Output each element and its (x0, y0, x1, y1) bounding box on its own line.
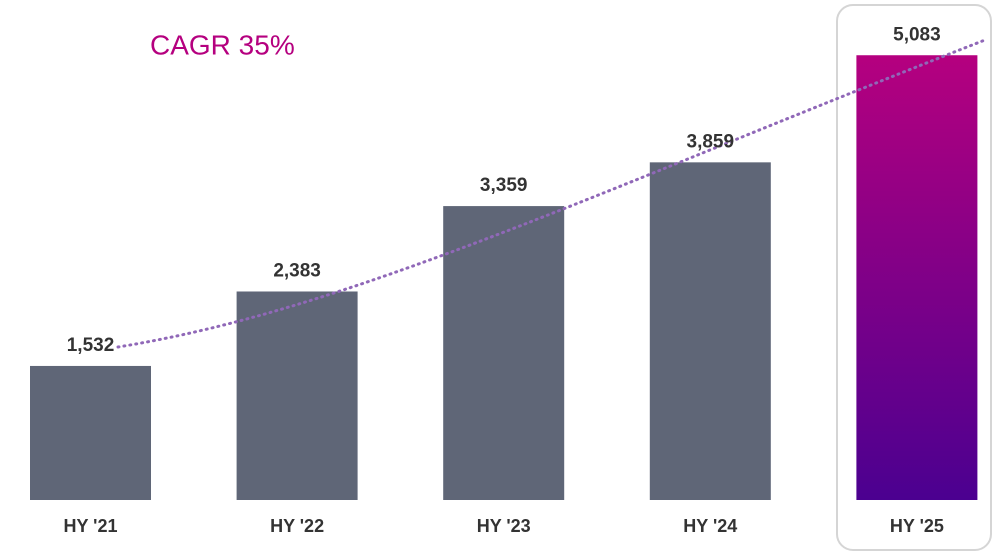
x-tick-label: HY '25 (890, 516, 944, 536)
bar (236, 291, 358, 500)
trend-line (116, 38, 987, 349)
chart-subtitle: CAGR 35% (150, 29, 295, 60)
bars (30, 55, 978, 501)
bar (649, 162, 771, 500)
x-tick-label: HY '21 (64, 516, 118, 536)
bar (856, 55, 978, 501)
x-tick-label: HY '22 (270, 516, 324, 536)
value-label: 5,083 (893, 24, 941, 45)
x-tick-label: HY '24 (683, 516, 737, 536)
value-label: 3,859 (687, 131, 735, 152)
bar (30, 365, 151, 500)
x-tick-label: HY '23 (477, 516, 531, 536)
value-label: 3,359 (480, 175, 528, 196)
value-label: 2,383 (273, 261, 321, 282)
highlight-frame (836, 4, 992, 551)
labels: 1,532 HY '21 2,383 HY '22 3,359 HY '23 3,859 HY… (64, 24, 944, 535)
bar (443, 206, 565, 500)
value-label: 1,532 (67, 335, 115, 356)
